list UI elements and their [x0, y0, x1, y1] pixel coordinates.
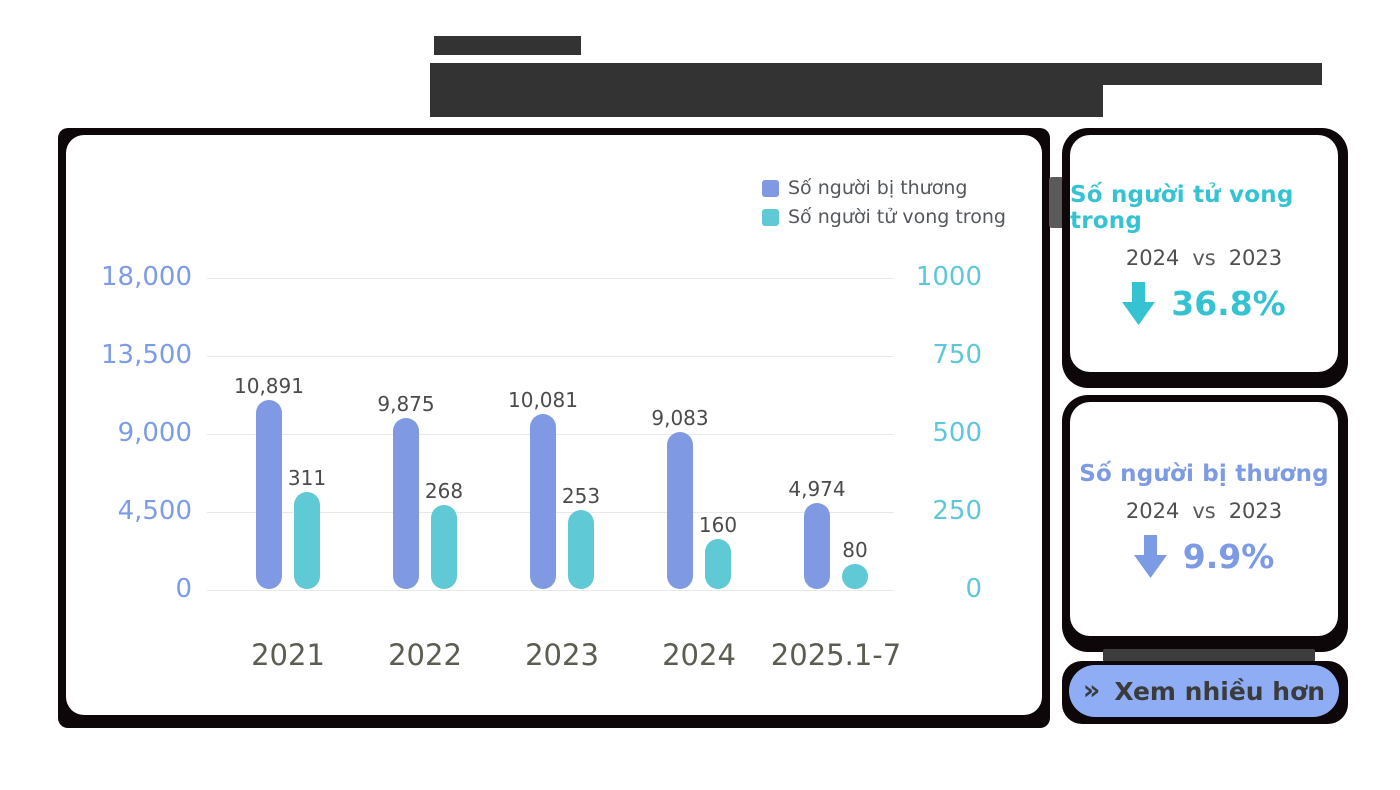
more-button[interactable]: » Xem nhiều hơn — [1069, 665, 1339, 717]
compare-year-after: 2023 — [1228, 246, 1283, 270]
redacted-kicker-bar — [434, 36, 581, 55]
change-percent: 9.9% — [1182, 536, 1275, 576]
stat-card-injuries: Số người bị thương 2024 vs 2023 9.9% — [1062, 395, 1348, 652]
stat-title: Số người tử vong trong — [1070, 182, 1294, 234]
redacted-title-tail-bar — [1098, 63, 1322, 85]
double-chevron-icon: » — [1082, 674, 1101, 706]
compare-year-after: 2023 — [1228, 498, 1283, 523]
stat-title: Số người bị thương — [1079, 460, 1329, 487]
arrow-down-icon — [1133, 534, 1167, 578]
more-button-frame: » Xem nhiều hơn — [1062, 661, 1348, 724]
stat-change: 9.9% — [1133, 534, 1275, 578]
chart-panel — [58, 128, 1050, 728]
stat-card-deaths: Số người tử vong trong 2024 vs 2023 36.8% — [1062, 128, 1348, 388]
divider-bar — [1103, 649, 1315, 662]
more-button-label: Xem nhiều hơn — [1114, 676, 1326, 706]
arrow-down-icon — [1122, 282, 1156, 325]
stat-comparison: 2024 vs 2023 — [1126, 499, 1282, 523]
stat-comparison: 2024 vs 2023 — [1126, 246, 1282, 270]
compare-year-before: 2024 — [1125, 498, 1180, 523]
compare-vs: vs — [1192, 498, 1216, 523]
change-percent: 36.8% — [1171, 284, 1286, 323]
stat-change: 36.8% — [1122, 282, 1286, 325]
redacted-title-bar — [430, 63, 1103, 117]
chart-card — [66, 135, 1042, 715]
connector-notch — [1049, 177, 1065, 228]
compare-vs: vs — [1192, 246, 1216, 270]
compare-year-before: 2024 — [1125, 246, 1180, 270]
